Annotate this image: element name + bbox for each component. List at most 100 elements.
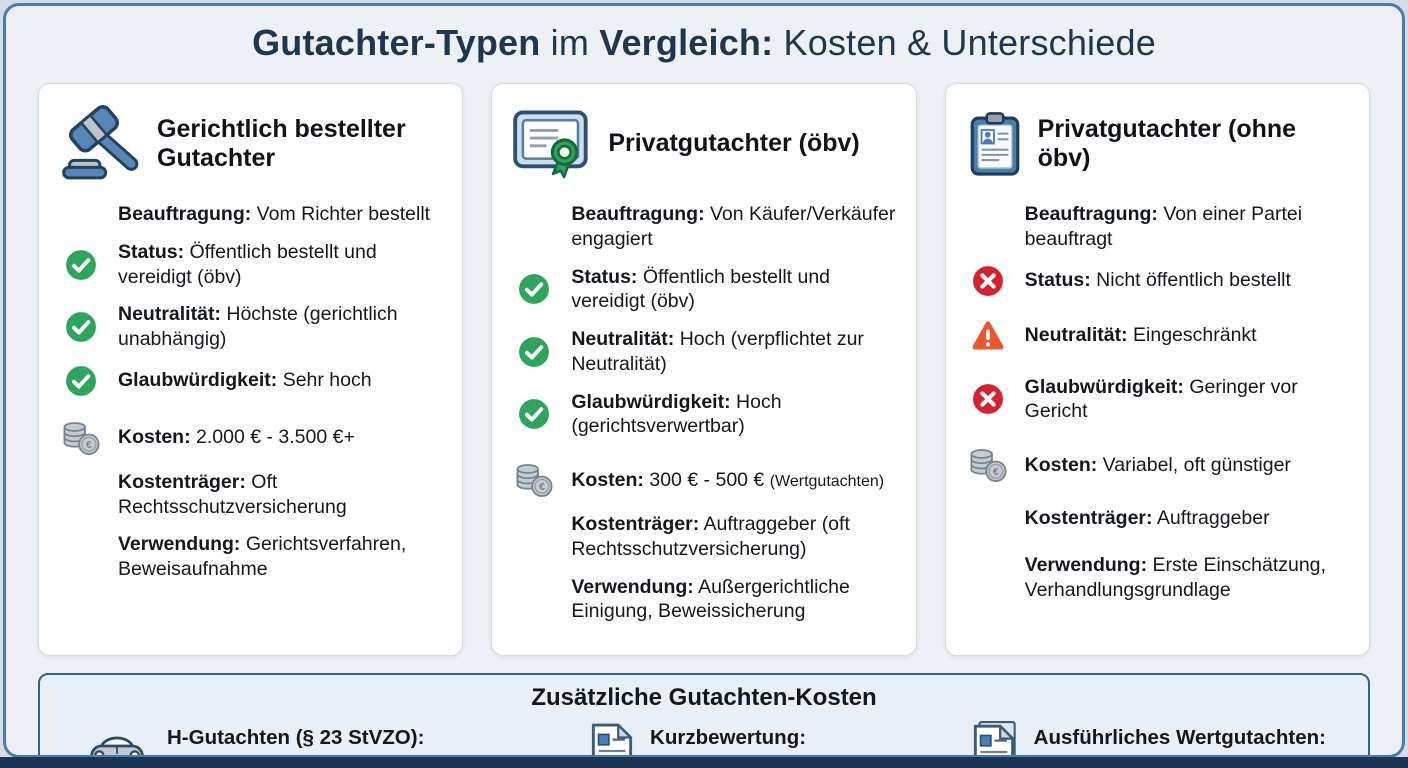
attribute-label: Kosten: <box>118 426 191 449</box>
attribute-row: Kosten: 300 € - 500 € (Wertgutachten) <box>512 461 895 499</box>
title-part-3: Vergleich: <box>599 22 774 63</box>
attribute-label: Verwendung: <box>118 533 241 556</box>
warning-triangle-icon <box>966 319 1010 353</box>
attribute-value: Öffentlich bestellt und vereidigt (öbv) <box>571 265 831 313</box>
attribute-label: Status: <box>1024 269 1091 292</box>
gavel-icon <box>59 104 143 184</box>
x-circle-icon <box>966 383 1010 415</box>
attribute-value: Von Käufer/Verkäufer engagiert <box>571 203 896 250</box>
attribute-row: Kostenträger: Auftraggeber <box>966 506 1349 531</box>
attribute-value: Sehr hoch <box>282 369 372 392</box>
cost-item-kurzbewertung: Kurzbewertung: 90 € - 180 € <box>589 722 806 758</box>
attribute-label: Status: <box>118 240 185 263</box>
attribute-label: Kostenträger: <box>571 513 700 535</box>
card-court-appointed-expert: Gerichtlich bestellter Gutachter Beauftr… <box>38 83 464 656</box>
additional-costs-section: Zusätzliche Gutachten-Kosten H-Gutachten… <box>38 673 1370 758</box>
attribute-label: Beauftragung: <box>118 203 252 225</box>
attribute-row: Kosten: 2.000 € - 3.500 €+ <box>59 419 442 457</box>
attribute-value: Erste Einschätzung, Verhandlungsgrundlag… <box>1024 553 1326 601</box>
attribute-row: Glaubwürdigkeit: Geringer vor Gericht <box>966 375 1349 425</box>
attribute-label: Neutralität: <box>571 328 675 350</box>
attribute-label: Glaubwürdigkeit: <box>118 369 278 392</box>
attribute-value: Oft Rechtsschutzversicherung <box>118 470 347 518</box>
x-circle-icon <box>966 265 1010 297</box>
check-circle-icon <box>512 336 556 368</box>
document-icon <box>589 722 635 758</box>
card-private-expert-no-obv: Privatgutachter (ohne öbv) Beauftragung:… <box>944 83 1370 656</box>
attribute-row: Neutralität: Höchste (gerichtlich unabhä… <box>59 302 442 352</box>
attribute-label: Beauftragung: <box>571 203 705 225</box>
check-circle-icon <box>59 249 103 281</box>
attribute-value: Hoch (gerichtsverwertbar) <box>571 390 782 438</box>
attribute-value: Vom Richter bestellt <box>256 203 431 225</box>
card-header: Privatgutachter (öbv) <box>512 100 895 188</box>
attribute-label: Beauftragung: <box>1024 203 1158 225</box>
card-title: Privatgutachter (ohne öbv) <box>1037 114 1297 173</box>
attribute-value: Außergerichtliche Einigung, Beweissicher… <box>571 575 850 623</box>
classic-car-icon <box>82 721 152 758</box>
attribute-value: Eingeschränkt <box>1133 324 1257 347</box>
attribute-row: Verwendung: Erste Einschätzung, Verhandl… <box>966 553 1349 603</box>
clipboard-icon <box>966 109 1024 179</box>
attribute-value: Geringer vor Gericht <box>1024 375 1298 423</box>
attribute-value: Gerichtsverfahren, Beweisaufnahme <box>118 533 407 580</box>
attribute-label: Verwendung: <box>1024 553 1148 576</box>
coins-icon <box>966 446 1010 484</box>
attribute-value: 300 € - 500 € <box>649 468 765 491</box>
additional-costs-items: H-Gutachten (§ 23 StVZO): 80 € - 200 € +… <box>82 721 1326 758</box>
cost-item-label: Ausführliches Wertgutachten: <box>1033 726 1326 750</box>
attribute-row: Status: Nicht öffentlich bestellt <box>966 265 1349 297</box>
title-part-4: Kosten & Unterschiede <box>773 22 1156 63</box>
cost-item-wertgutachten: Ausführliches Wertgutachten: 300 € - 500… <box>971 721 1326 755</box>
title-part-2: im <box>540 22 600 63</box>
attribute-row: Kostenträger: Auftraggeber (oft Rechtssc… <box>512 512 895 562</box>
check-circle-icon <box>512 273 556 305</box>
attribute-value: Hoch (verpflichtet zur Neutralität) <box>571 328 864 375</box>
attribute-row: Beauftragung: Vom Richter bestellt <box>59 202 442 227</box>
attribute-value: Von einer Partei beauftragt <box>1024 203 1303 250</box>
attribute-row: Beauftragung: Von Käufer/Verkäufer engag… <box>512 202 895 252</box>
attribute-note: (Wertgutachten) <box>769 472 885 490</box>
card-rows: Beauftragung: Von einer Partei beauftrag… <box>966 202 1349 615</box>
attribute-value: Nicht öffentlich bestellt <box>1096 269 1291 292</box>
attribute-row: Verwendung: Außergerichtliche Einigung, … <box>512 575 895 625</box>
attribute-label: Verwendung: <box>571 575 694 598</box>
cost-item-h-gutachten: H-Gutachten (§ 23 StVZO): 80 € - 200 € +… <box>82 721 425 758</box>
cost-item-label: H-Gutachten (§ 23 StVZO): <box>167 726 425 750</box>
check-circle-icon <box>59 311 103 343</box>
additional-costs-heading: Zusätzliche Gutachten-Kosten <box>531 684 877 711</box>
card-rows: Beauftragung: Vom Richter bestellt Statu… <box>59 202 442 595</box>
attribute-value: Variabel, oft günstiger <box>1102 453 1291 476</box>
check-circle-icon <box>512 398 556 430</box>
attribute-row: Neutralität: Eingeschränkt <box>966 319 1349 353</box>
attribute-label: Status: <box>571 265 638 288</box>
attribute-row: Status: Öffentlich bestellt und vereidig… <box>59 240 442 290</box>
attribute-value: Höchste (gerichtlich unabhängig) <box>118 303 398 350</box>
attribute-row: Neutralität: Hoch (verpflichtet zur Neut… <box>512 327 895 377</box>
attribute-label: Kostenträger: <box>1024 507 1153 529</box>
attribute-label: Glaubwürdigkeit: <box>1024 375 1184 398</box>
attribute-row: Beauftragung: Von einer Partei beauftrag… <box>966 202 1349 252</box>
attribute-row: Glaubwürdigkeit: Hoch (gerichtsverwertba… <box>512 390 895 440</box>
attribute-label: Kostenträger: <box>118 470 246 493</box>
page-title: Gutachter-Typen im Vergleich: Kosten & U… <box>6 22 1402 64</box>
bottom-accent-bar <box>0 757 1408 768</box>
attribute-row: Glaubwürdigkeit: Sehr hoch <box>59 365 442 397</box>
attribute-label: Kosten: <box>571 468 644 491</box>
attribute-value: Auftraggeber <box>1156 507 1270 529</box>
title-part-1: Gutachter-Typen <box>252 22 541 63</box>
card-private-expert-obv: Privatgutachter (öbv) Beauftragung: Von … <box>491 83 917 656</box>
cost-item-value: 300 € - 500 €+ <box>1034 751 1326 755</box>
attribute-row: Verwendung: Gerichtsverfahren, Beweisauf… <box>59 532 442 582</box>
comparison-cards: Gerichtlich bestellter Gutachter Beauftr… <box>6 83 1402 656</box>
attribute-value: Auftraggeber (oft Rechtsschutzversicheru… <box>571 513 850 560</box>
attribute-row: Kostenträger: Oft Rechtsschutzversicheru… <box>59 470 442 520</box>
infographic-panel: Gutachter-Typen im Vergleich: Kosten & U… <box>3 3 1405 758</box>
attribute-label: Neutralität: <box>1024 324 1128 347</box>
check-circle-icon <box>59 365 103 397</box>
attribute-label: Neutralität: <box>118 303 221 326</box>
coins-icon <box>59 419 103 457</box>
cost-item-value: 80 € - 200 € + 80-110 € HU <box>167 751 424 755</box>
cost-item-value: 90 € - 180 € <box>650 751 806 755</box>
card-title: Gerichtlich bestellter Gutachter <box>157 114 406 173</box>
